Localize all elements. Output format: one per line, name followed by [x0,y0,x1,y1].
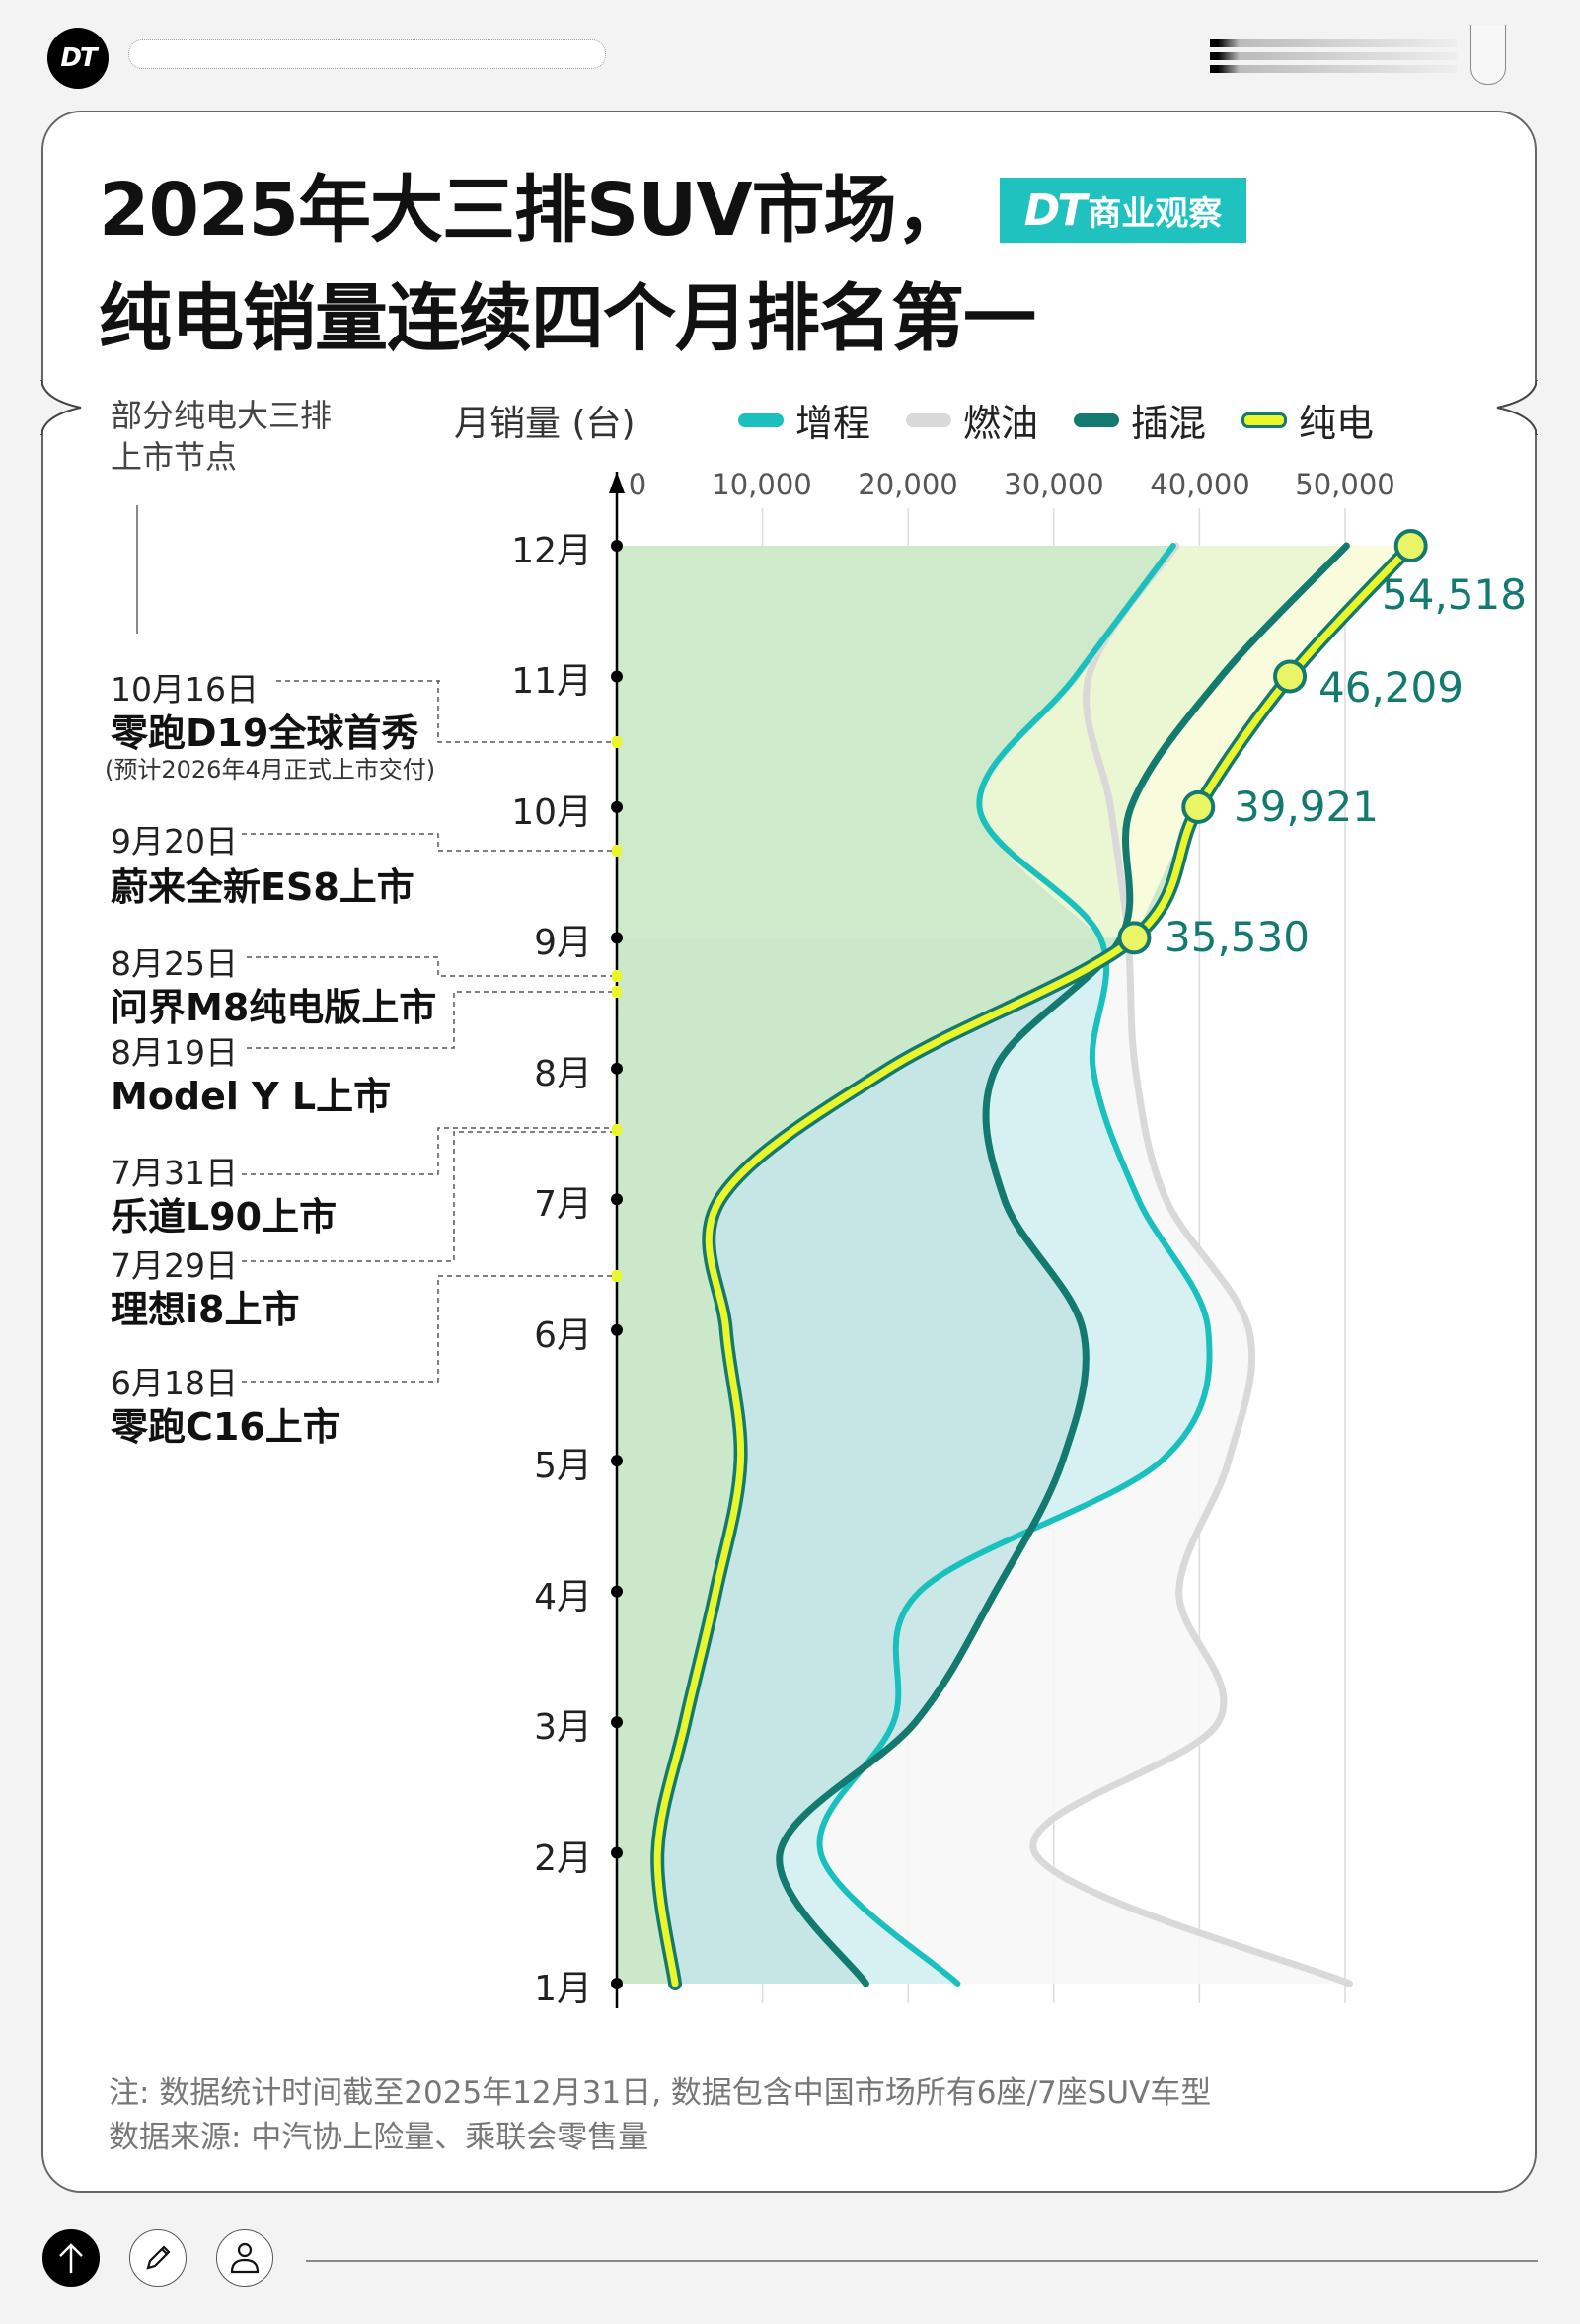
annotation-sub: (预计2026年4月正式上市交付) [105,756,436,784]
month-label: 11月 [511,661,592,703]
profile-button[interactable] [216,2229,273,2287]
scroll-indicator [1470,25,1506,85]
x-tick: 10,000 [712,468,812,501]
chart-legend: 增程 燃油 插混 纯电 [738,393,1374,447]
legend-item-erev: 增程 [738,393,870,447]
month-label: 4月 [534,1576,592,1617]
divider [306,2260,1538,2262]
value-label-oct: 39,921 [1234,783,1379,831]
heading-line-2: 上市节点 [111,438,238,476]
x-tick: 0 [628,468,647,501]
month-label: 6月 [534,1314,592,1356]
annotation-title: 蔚来全新ES8上市 [111,865,414,909]
heading-line-1: 部分纯电大三排 [111,397,333,434]
value-label-dec: 54,518 [1382,570,1527,619]
annotation-title: 问界M8纯电版上市 [111,986,437,1029]
dt-logo[interactable]: DT [47,28,109,89]
annotation-date: 10月16日 [111,670,259,709]
value-label-nov: 46,209 [1318,663,1464,712]
annotation-date: 8月19日 [111,1033,238,1072]
annotation-date: 7月31日 [111,1154,238,1192]
axis-title: 月销量 (台) [454,404,636,444]
annotation-date: 9月20日 [111,822,238,861]
annotation-title: Model Y L上市 [111,1075,392,1118]
title-line-2: 纯电销量连续四个月排名第一 [99,276,1036,361]
edit-button[interactable] [129,2229,187,2287]
pencil-icon [146,2245,171,2270]
divider [136,505,138,634]
annotation-date: 6月18日 [111,1364,238,1402]
month-label: 3月 [534,1707,592,1749]
legend-item-phev: 插混 [1074,393,1206,447]
month-label: 1月 [534,1969,592,2009]
brand-badge-dt: DT [1023,185,1088,236]
annotation-title: 零跑C16上市 [111,1405,340,1449]
month-label: 9月 [534,923,592,964]
user-icon [230,2242,260,2274]
legend-item-ice: 燃油 [906,393,1038,447]
brand-badge-text: 商业观察 [1088,193,1223,234]
arrow-up-icon [59,2243,83,2273]
x-tick: 30,000 [1004,468,1104,501]
annotation-date: 8月25日 [111,944,238,983]
launch-nodes-heading: 部分纯电大三排 上市节点 [111,395,332,478]
brand-badge: DT 商业观察 [1000,178,1246,243]
annotation-date: 7月29日 [111,1246,238,1285]
annotation-title: 乐道L90上市 [111,1195,338,1238]
legend-item-bev: 纯电 [1241,393,1374,447]
month-label: 7月 [534,1184,592,1226]
month-label: 12月 [511,531,592,571]
menu-icon[interactable] [1210,39,1457,79]
month-label: 8月 [534,1053,592,1094]
month-label: 5月 [534,1446,592,1487]
footnote: 注: 数据统计时间截至2025年12月31日, 数据包含中国市场所有6座/7座S… [109,2075,1212,2111]
annotation-title: 理想i8上市 [111,1288,300,1331]
value-label-sep: 35,530 [1165,913,1310,961]
search-input[interactable] [128,39,606,69]
x-tick: 40,000 [1150,468,1250,501]
data-source: 数据来源: 中汽协上险量、乘联会零售量 [109,2120,649,2155]
x-tick: 50,000 [1295,468,1395,501]
x-tick: 20,000 [858,468,958,501]
month-label: 2月 [534,1837,592,1879]
scroll-top-button[interactable] [42,2229,100,2287]
month-label: 10月 [511,791,592,833]
title-line-1: 2025年大三排SUV市场， [99,168,969,253]
annotation-title: 零跑D19全球首秀 [111,712,419,755]
